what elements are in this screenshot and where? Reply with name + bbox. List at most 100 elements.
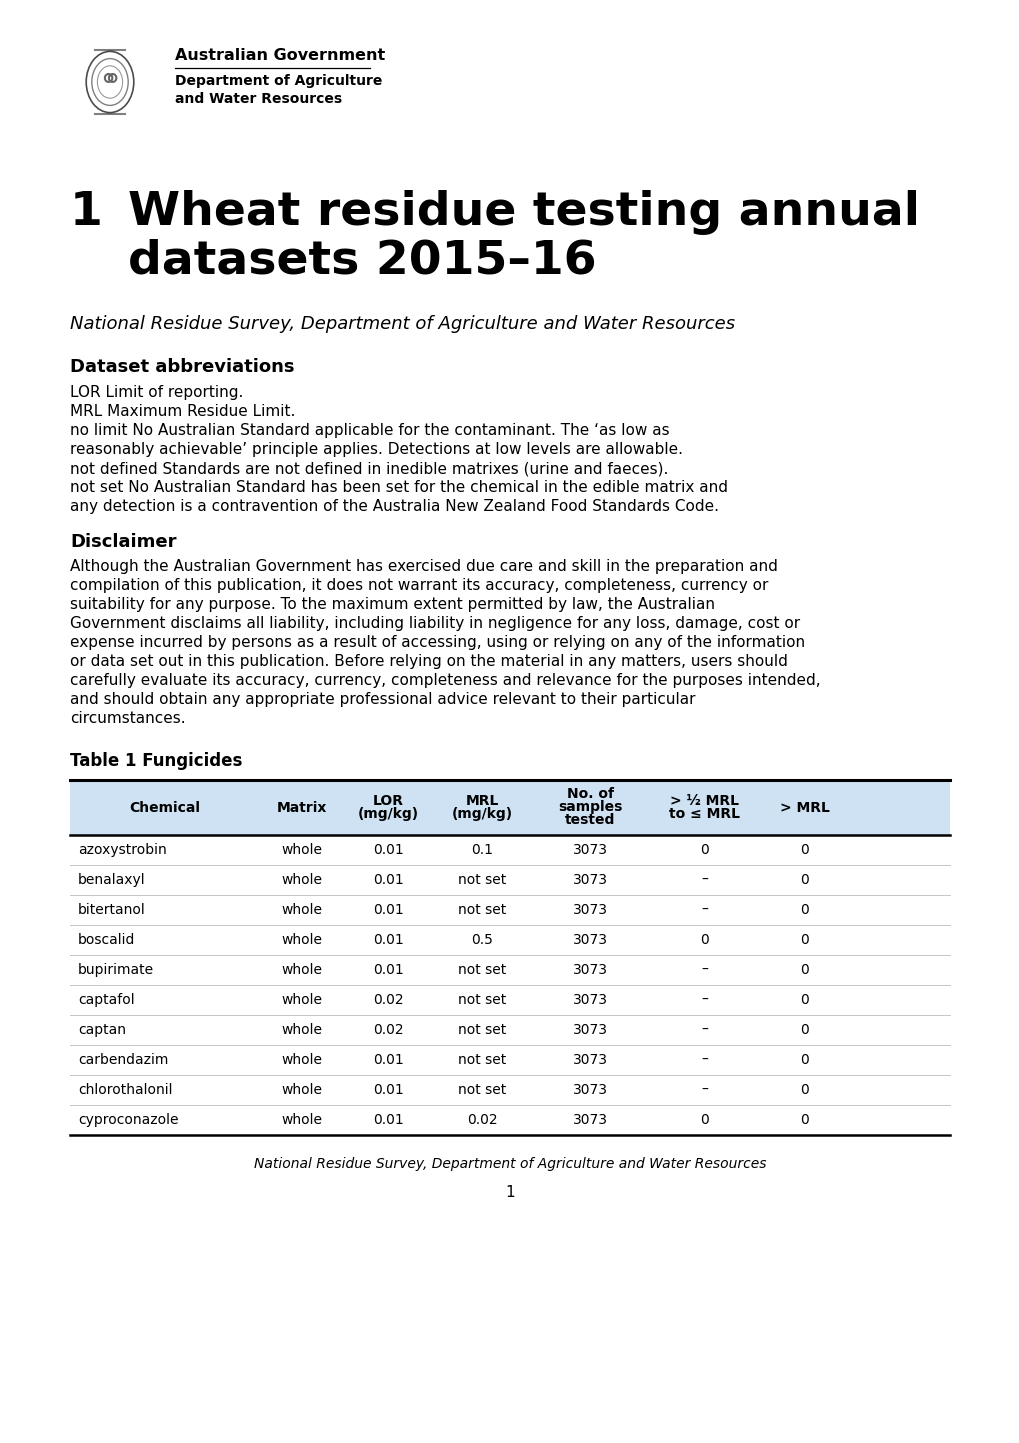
Text: not set No Australian Standard has been set for the chemical in the edible matri: not set No Australian Standard has been … (70, 481, 728, 495)
Text: whole: whole (281, 903, 322, 916)
Text: 0.01: 0.01 (373, 934, 404, 947)
Text: 0.02: 0.02 (373, 1023, 404, 1038)
Text: whole: whole (281, 1023, 322, 1038)
Text: whole: whole (281, 962, 322, 977)
Text: 0: 0 (800, 1113, 808, 1127)
Text: (mg/kg): (mg/kg) (358, 807, 419, 821)
Text: datasets 2015–16: datasets 2015–16 (127, 238, 596, 283)
Text: 3073: 3073 (572, 843, 607, 857)
Text: MRL: MRL (465, 794, 498, 808)
Text: Although the Australian Government has exercised due care and skill in the prepa: Although the Australian Government has e… (70, 558, 777, 574)
Text: 0: 0 (699, 843, 708, 857)
Text: not set: not set (458, 873, 505, 887)
Text: 0: 0 (800, 1084, 808, 1097)
Text: 0.01: 0.01 (373, 903, 404, 916)
Text: bitertanol: bitertanol (77, 903, 146, 916)
Text: not set: not set (458, 962, 505, 977)
Text: 0: 0 (800, 993, 808, 1007)
Text: 3073: 3073 (572, 1084, 607, 1097)
Text: samples: samples (557, 801, 622, 814)
Text: –: – (700, 1023, 707, 1038)
Text: circumstances.: circumstances. (70, 711, 185, 726)
Text: Chemical: Chemical (129, 801, 200, 814)
Text: to ≤ MRL: to ≤ MRL (668, 807, 739, 821)
Text: whole: whole (281, 1113, 322, 1127)
Text: carbendazim: carbendazim (77, 1053, 168, 1066)
Text: not set: not set (458, 903, 505, 916)
Text: not set: not set (458, 1053, 505, 1066)
Text: 0: 0 (800, 843, 808, 857)
Text: –: – (700, 993, 707, 1007)
Text: 1: 1 (70, 190, 103, 235)
Text: not set: not set (458, 993, 505, 1007)
Text: 0.02: 0.02 (467, 1113, 497, 1127)
Text: National Residue Survey, Department of Agriculture and Water Resources: National Residue Survey, Department of A… (70, 315, 735, 333)
Text: –: – (700, 1053, 707, 1066)
Text: carefully evaluate its accuracy, currency, completeness and relevance for the pu: carefully evaluate its accuracy, currenc… (70, 672, 820, 688)
Text: 0.01: 0.01 (373, 1113, 404, 1127)
Text: 0: 0 (800, 903, 808, 916)
Text: bupirimate: bupirimate (77, 962, 154, 977)
Text: not defined Standards are not defined in inedible matrixes (urine and faeces).: not defined Standards are not defined in… (70, 460, 667, 476)
Text: 3073: 3073 (572, 934, 607, 947)
Text: compilation of this publication, it does not warrant its accuracy, completeness,: compilation of this publication, it does… (70, 579, 767, 593)
Text: chlorothalonil: chlorothalonil (77, 1084, 172, 1097)
Text: 3073: 3073 (572, 903, 607, 916)
Text: > MRL: > MRL (780, 801, 828, 814)
Text: whole: whole (281, 1053, 322, 1066)
Text: Government disclaims all liability, including liability in negligence for any lo: Government disclaims all liability, incl… (70, 616, 799, 631)
Text: Australian Government: Australian Government (175, 48, 385, 63)
Text: 0: 0 (800, 934, 808, 947)
Text: captan: captan (77, 1023, 126, 1038)
Text: Table 1 Fungicides: Table 1 Fungicides (70, 752, 243, 771)
Text: boscalid: boscalid (77, 934, 136, 947)
Text: 0.01: 0.01 (373, 962, 404, 977)
Text: Wheat residue testing annual: Wheat residue testing annual (127, 190, 919, 235)
Text: and should obtain any appropriate professional advice relevant to their particul: and should obtain any appropriate profes… (70, 693, 695, 707)
Text: or data set out in this publication. Before relying on the material in any matte: or data set out in this publication. Bef… (70, 654, 787, 670)
Text: 1: 1 (504, 1185, 515, 1201)
Text: MRL Maximum Residue Limit.: MRL Maximum Residue Limit. (70, 404, 296, 418)
Text: 3073: 3073 (572, 993, 607, 1007)
Text: 0: 0 (800, 962, 808, 977)
Text: 0.01: 0.01 (373, 1053, 404, 1066)
Text: 0.5: 0.5 (471, 934, 493, 947)
Text: LOR Limit of reporting.: LOR Limit of reporting. (70, 385, 244, 400)
Text: whole: whole (281, 934, 322, 947)
Text: –: – (700, 903, 707, 916)
Text: cyproconazole: cyproconazole (77, 1113, 178, 1127)
Text: 3073: 3073 (572, 1113, 607, 1127)
Text: 0.1: 0.1 (471, 843, 493, 857)
Text: 0.02: 0.02 (373, 993, 404, 1007)
Text: Department of Agriculture: Department of Agriculture (175, 74, 382, 88)
Text: 3073: 3073 (572, 962, 607, 977)
Text: 0: 0 (800, 873, 808, 887)
Text: reasonably achievable’ principle applies. Detections at low levels are allowable: reasonably achievable’ principle applies… (70, 442, 683, 457)
Text: National Residue Survey, Department of Agriculture and Water Resources: National Residue Survey, Department of A… (254, 1157, 765, 1172)
Text: 0.01: 0.01 (373, 843, 404, 857)
Text: whole: whole (281, 873, 322, 887)
Text: not set: not set (458, 1023, 505, 1038)
Text: (mg/kg): (mg/kg) (451, 807, 513, 821)
Text: benalaxyl: benalaxyl (77, 873, 146, 887)
Text: 3073: 3073 (572, 1053, 607, 1066)
Text: tested: tested (565, 814, 614, 827)
Text: whole: whole (281, 993, 322, 1007)
Text: LOR: LOR (373, 794, 404, 808)
Bar (70, 781, 949, 835)
Text: Matrix: Matrix (277, 801, 327, 814)
Text: 3073: 3073 (572, 1023, 607, 1038)
Text: not set: not set (458, 1084, 505, 1097)
Text: 0: 0 (699, 1113, 708, 1127)
Text: whole: whole (281, 843, 322, 857)
Text: Disclaimer: Disclaimer (70, 532, 176, 551)
Text: suitability for any purpose. To the maximum extent permitted by law, the Austral: suitability for any purpose. To the maxi… (70, 597, 714, 612)
Text: and Water Resources: and Water Resources (175, 92, 341, 105)
Text: 0: 0 (800, 1053, 808, 1066)
Text: –: – (700, 1084, 707, 1097)
Text: 0.01: 0.01 (373, 1084, 404, 1097)
Text: expense incurred by persons as a result of accessing, using or relying on any of: expense incurred by persons as a result … (70, 635, 804, 649)
Text: –: – (700, 873, 707, 887)
Text: no limit No Australian Standard applicable for the contaminant. The ‘as low as: no limit No Australian Standard applicab… (70, 423, 668, 439)
Text: –: – (700, 962, 707, 977)
